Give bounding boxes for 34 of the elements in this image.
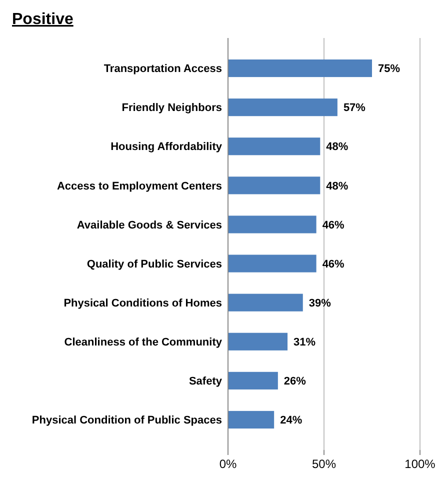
data-label: 46% — [322, 258, 345, 270]
y-tick-label: Safety — [188, 376, 223, 388]
data-label: 24% — [280, 414, 302, 427]
x-tick-label: 100% — [404, 457, 436, 471]
data-label: 39% — [308, 297, 332, 310]
bar — [228, 216, 316, 234]
bar — [228, 332, 288, 350]
bar — [228, 294, 303, 312]
data-label: 46% — [322, 219, 345, 232]
bar — [228, 98, 338, 116]
bar — [228, 254, 316, 272]
y-tick-label: Housing Affordability — [110, 141, 223, 154]
bar — [228, 372, 278, 390]
x-tick-label: 0% — [219, 457, 237, 471]
bar — [228, 59, 372, 78]
y-tick-label: Access to Employment Centers — [56, 180, 222, 192]
y-tick-label: Friendly Neighbors — [122, 102, 222, 114]
text: Positive — [12, 11, 74, 28]
bar — [228, 138, 320, 156]
data-label: 48% — [326, 141, 348, 154]
y-tick-label: Available Goods & Services — [76, 219, 222, 232]
y-tick-label: Physical Condition of Public Spaces — [32, 414, 222, 427]
y-tick-label: Physical Conditions of Homes — [64, 297, 222, 310]
data-label: 48% — [326, 180, 348, 192]
data-label: 31% — [294, 336, 316, 348]
x-tick-label: 50% — [312, 457, 336, 471]
bar — [228, 176, 320, 194]
bar — [228, 410, 274, 429]
data-label: 75% — [378, 63, 400, 76]
y-tick-label: Quality of Public Services — [86, 258, 222, 270]
data-label: 26% — [284, 376, 306, 388]
data-label: 57% — [343, 102, 366, 114]
y-tick-label: Cleanliness of the Community — [64, 336, 223, 348]
y-tick-label: Transportation Access — [104, 63, 222, 76]
